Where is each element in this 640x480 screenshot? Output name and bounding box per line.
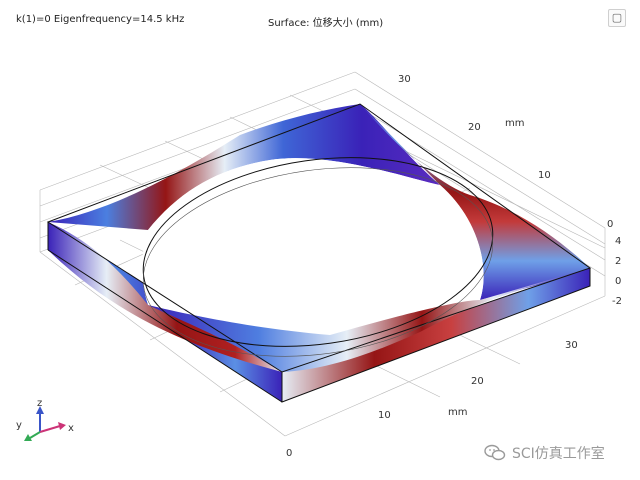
axis-triad: z x y: [16, 398, 74, 441]
z-tick-0: 0: [615, 276, 621, 287]
eigenfrequency-label: k(1)=0 Eigenfrequency=14.5 kHz: [16, 14, 185, 25]
triad-z-label: z: [37, 398, 42, 409]
bottom-tick-20: 20: [471, 376, 484, 387]
surface-label: Surface: 位移大小 (mm): [268, 18, 384, 29]
watermark-text: SCI仿真工作室: [512, 446, 605, 462]
z-tick-minus-2: -2: [612, 296, 622, 307]
top-tick-20: 20: [468, 122, 481, 133]
z-tick-4: 4: [615, 236, 621, 247]
wechat-icon: [484, 444, 506, 461]
triad-y-label: y: [16, 420, 22, 431]
undeformed-outline: [46, 103, 592, 403]
top-tick-30: 30: [398, 74, 411, 85]
top-axis-unit: mm: [505, 118, 524, 129]
top-tick-0: 0: [607, 219, 613, 230]
watermark: SCI仿真工作室: [484, 443, 605, 463]
bottom-axis-unit: mm: [448, 407, 467, 418]
plate-band-top: [48, 104, 440, 230]
top-tick-10: 10: [538, 170, 551, 181]
z-tick-2: 2: [615, 256, 621, 267]
plate-hole-edge: [142, 158, 484, 335]
expand-icon[interactable]: ▢: [608, 9, 626, 27]
bottom-tick-10: 10: [378, 410, 391, 421]
bottom-tick-30: 30: [565, 340, 578, 351]
bottom-tick-0: 0: [286, 448, 292, 459]
triad-x-label: x: [68, 423, 74, 434]
plate-side-right: [282, 268, 590, 402]
plate-band-right: [360, 104, 590, 300]
